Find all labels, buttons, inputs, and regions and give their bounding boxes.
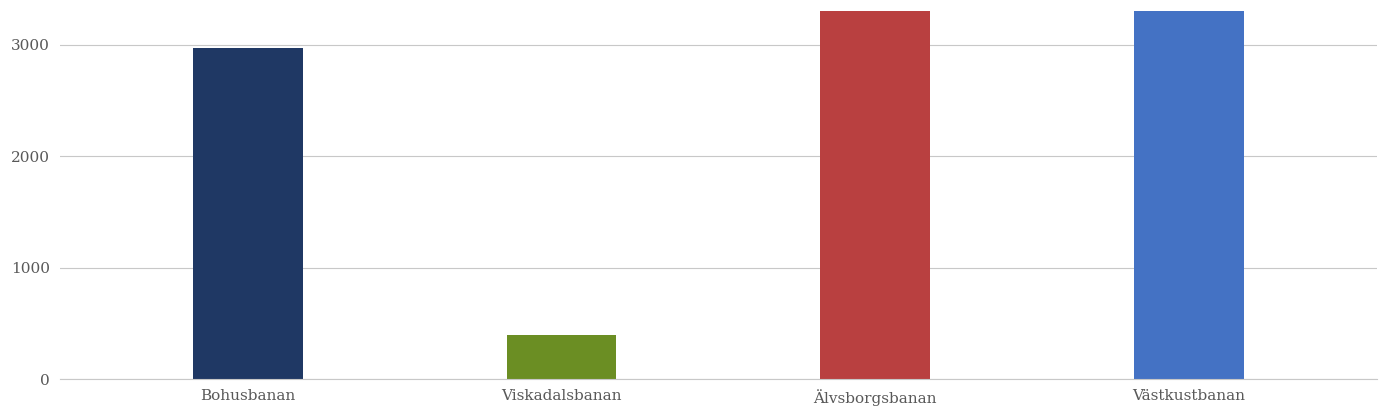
Bar <box>507 335 616 379</box>
Bar <box>820 0 930 379</box>
Bar <box>1134 0 1244 379</box>
Bar <box>193 48 303 379</box>
